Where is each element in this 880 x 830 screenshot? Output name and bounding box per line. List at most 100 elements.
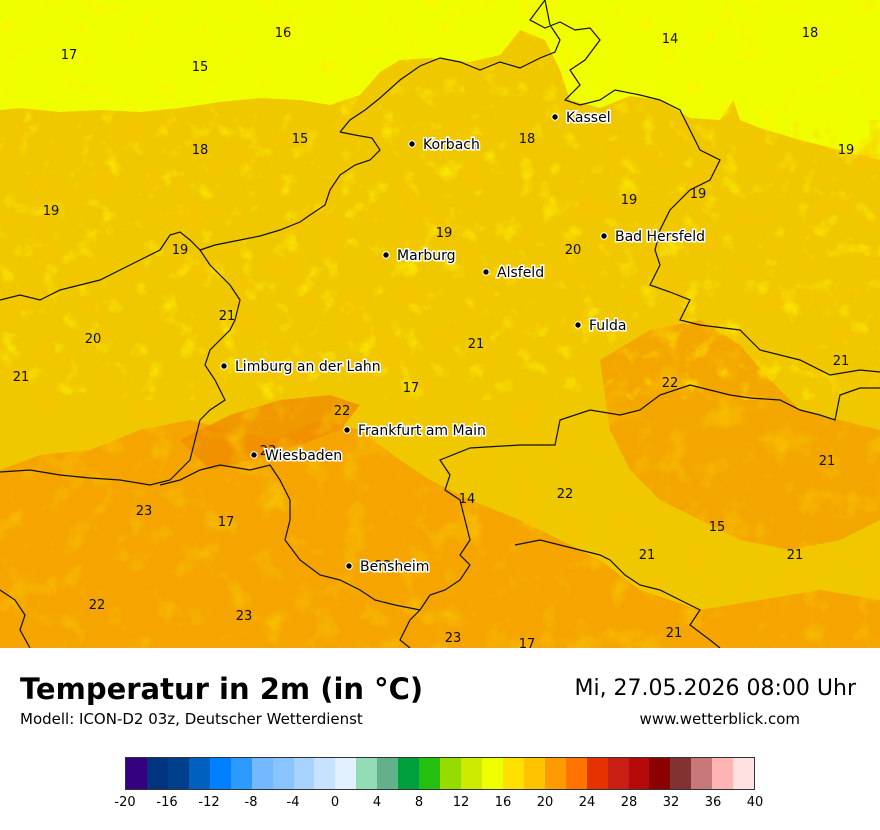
city-label: Limburg an der Lahn (235, 359, 381, 375)
temperature-value: 17 (61, 48, 78, 63)
legend-swatch (398, 758, 420, 789)
city-kassel: Kassel (551, 109, 612, 128)
temperature-value: 23 (136, 504, 153, 519)
legend-tick: -8 (244, 795, 258, 810)
city-dot (220, 362, 228, 370)
temperature-value: 22 (334, 404, 351, 419)
temperature-value: 19 (690, 187, 707, 202)
legend-tick: 36 (704, 795, 722, 810)
temperature-value: 15 (709, 520, 726, 535)
legend-swatch (544, 758, 566, 789)
city-wiesbaden: Wiesbaden (250, 447, 344, 466)
temperature-value: 21 (639, 548, 656, 563)
city-label: Korbach (423, 137, 480, 153)
city-markers: Kassel Korbach Bad Hersfeld Marburg Alsfeld F… (220, 109, 707, 577)
temperature-value: 18 (519, 132, 536, 147)
temperature-value: 21 (13, 370, 30, 385)
temperature-map: 16 17 15 14 18 15 18 18 19 19 19 19 19 19 20 21 20 21 21 21… (0, 0, 880, 648)
website-link[interactable]: www.wetterblick.com (639, 710, 800, 728)
temperature-value: 14 (662, 32, 679, 47)
city-label: Frankfurt am Main (358, 423, 486, 439)
city-label: Marburg (397, 248, 456, 264)
legend-tick: 4 (372, 795, 382, 810)
temperature-value: 20 (565, 243, 582, 258)
legend-tick: 8 (414, 795, 424, 810)
legend-tick: 28 (620, 795, 638, 810)
legend-swatch (481, 758, 503, 789)
legend-tick: 0 (330, 795, 340, 810)
city-label: Bensheim (360, 559, 429, 575)
city-dot (600, 232, 608, 240)
legend-swatch (377, 758, 399, 789)
model-info: Modell: ICON-D2 03z, Deutscher Wetterdie… (20, 710, 363, 728)
temperature-labels: 16 17 15 14 18 15 18 18 19 19 19 19 19 19 20 21 20 21 21 21… (13, 26, 855, 648)
city-label: Kassel (566, 110, 611, 126)
legend-tick: 32 (662, 795, 680, 810)
legend-tick: -4 (286, 795, 300, 810)
temperature-value: 21 (787, 548, 804, 563)
legend-tick: 16 (494, 795, 512, 810)
temperature-value: 23 (375, 559, 392, 574)
city-dot (343, 426, 351, 434)
legend-tick: -20 (114, 795, 136, 810)
legend-swatch (586, 758, 608, 789)
city-dot (408, 140, 416, 148)
city-dot (382, 251, 390, 259)
temperature-value: 19 (43, 204, 60, 219)
temperature-value: 21 (819, 454, 836, 469)
forecast-datetime: Mi, 27.05.2026 08:00 Uhr (574, 676, 856, 701)
city-dot (345, 562, 353, 570)
temperature-value: 19 (436, 226, 453, 241)
legend-swatch (293, 758, 315, 789)
city-frankfurt-am-main: Frankfurt am Main (343, 422, 487, 441)
city-label: Bad Hersfeld (615, 229, 705, 245)
temperature-value: 19 (172, 243, 189, 258)
legend-swatch (230, 758, 252, 789)
city-alsfeld: Alsfeld (482, 264, 546, 283)
legend-swatch (733, 758, 755, 789)
legend-swatch (691, 758, 713, 789)
legend-swatch (335, 758, 357, 789)
legend-swatch (188, 758, 210, 789)
legend-tick: 24 (578, 795, 596, 810)
legend-tick: 12 (452, 795, 470, 810)
legend-swatch (712, 758, 734, 789)
city-label: Alsfeld (497, 265, 544, 281)
legend-swatch (314, 758, 336, 789)
legend-swatch (461, 758, 482, 789)
legend-swatch (628, 758, 650, 789)
temperature-value: 21 (468, 337, 485, 352)
city-bensheim: Bensheim (345, 558, 431, 577)
legend-swatch (565, 758, 587, 789)
legend-swatch (607, 758, 629, 789)
legend-swatch (126, 758, 147, 789)
temperature-value: 17 (519, 637, 536, 648)
temperature-value: 20 (85, 332, 102, 347)
legend-swatch (167, 758, 189, 789)
legend-ticks: -20 -16 -12 -8 -4 0 4 8 12 16 20 24 28 32 36 40 (0, 795, 880, 815)
legend-swatch (502, 758, 524, 789)
temperature-value: 23 (445, 631, 462, 646)
temperature-value: 15 (192, 60, 209, 75)
temperature-value: 21 (833, 354, 850, 369)
temperature-value: 22 (557, 487, 574, 502)
legend-swatch (440, 758, 461, 789)
temperature-value: 19 (838, 143, 855, 158)
legend-swatch (209, 758, 231, 789)
legend-swatch (356, 758, 378, 789)
legend-swatch (146, 758, 168, 789)
legend-swatch (419, 758, 441, 789)
city-dot (551, 113, 559, 121)
legend-swatch (649, 758, 671, 789)
legend-swatch (670, 758, 692, 789)
temperature-value: 23 (260, 444, 277, 459)
temperature-value: 14 (459, 492, 476, 507)
city-label: Fulda (589, 318, 627, 334)
temperature-value: 21 (666, 626, 683, 641)
temperature-value: 16 (275, 26, 292, 41)
temperature-value: 17 (403, 381, 420, 396)
temperature-value: 18 (192, 143, 209, 158)
temperature-value: 17 (218, 515, 235, 530)
temperature-value: 22 (89, 598, 106, 613)
temperature-value: 21 (219, 309, 236, 324)
